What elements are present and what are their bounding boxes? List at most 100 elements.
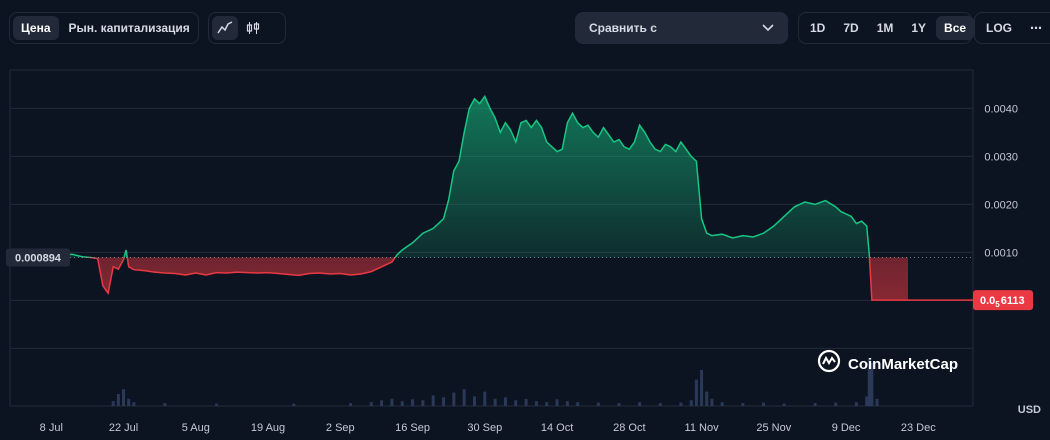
x-tick-label: 22 Jul [109, 422, 138, 434]
x-tick-label: 8 Jul [40, 422, 63, 434]
volume-bar [292, 403, 296, 406]
volume-bar [596, 402, 600, 406]
volume-bar [503, 397, 507, 406]
volume-bar [214, 403, 218, 406]
currency-label: USD [1018, 404, 1041, 416]
volume-bar [741, 403, 745, 406]
brand-name: CoinMarketCap [848, 356, 958, 373]
volume-bar [875, 398, 879, 406]
log-scale-button[interactable]: LOG [986, 21, 1012, 35]
range-toggle: 1D 7D 1M 1Y Все [798, 12, 975, 44]
y-tick-label: 0.0040 [984, 103, 1018, 115]
line-chart-icon[interactable] [212, 16, 238, 40]
chevron-down-icon [762, 24, 774, 32]
price-area-down [90, 257, 908, 301]
volume-bar [576, 402, 580, 406]
volume-bar [694, 379, 698, 406]
volume-bar [400, 401, 404, 406]
more-icon[interactable]: ⋯ [1030, 21, 1043, 35]
range-1d[interactable]: 1D [810, 21, 826, 35]
volume-bar [452, 392, 456, 406]
compare-label: Сравнить с [589, 21, 657, 35]
volume-bar [111, 401, 115, 406]
tab-price[interactable]: Цена [13, 16, 59, 40]
y-tick-label: 0.0010 [984, 247, 1018, 259]
volume-bar [116, 394, 120, 406]
x-tick-label: 19 Aug [251, 422, 285, 434]
x-tick-label: 28 Oct [613, 422, 645, 434]
volume-bar [555, 399, 559, 406]
volume-bar [761, 402, 765, 406]
x-tick-label: 5 Aug [182, 422, 210, 434]
volume-bar [431, 395, 435, 406]
volume-bar [854, 402, 858, 406]
baseline-pill-bg [6, 248, 70, 267]
volume-bar [565, 401, 569, 406]
volume-bar [349, 403, 353, 406]
price-line-up [9, 94, 871, 258]
volume-bar [813, 403, 817, 406]
volume-bar [700, 370, 704, 406]
current-price-label: 0.056113 [980, 295, 1025, 309]
x-tick-label: 2 Sep [326, 422, 355, 434]
volume-bar [163, 403, 167, 406]
volume-bar [710, 398, 714, 406]
price-chart: 0.0010 0.0020 0.0030 0.0040 8 Jul 22 Jul 5 Aug… [6, 69, 1041, 434]
x-tick-label: 25 Nov [756, 422, 791, 434]
scale-toggle: LOG ⋯ [974, 12, 1050, 44]
x-tick-label: 16 Sep [395, 422, 430, 434]
volume-bar [127, 398, 131, 406]
current-price-pill: 0.056113 [973, 290, 1033, 311]
volume-bar [390, 398, 394, 406]
x-tick-label: 30 Sep [467, 422, 502, 434]
volume-bar [689, 400, 693, 406]
range-1m[interactable]: 1M [876, 21, 894, 35]
price-marketcap-toggle: Цена Рын. капитализация [9, 12, 199, 44]
volume-bar [369, 402, 373, 406]
volume-bar [638, 402, 642, 406]
volume-bar [782, 403, 786, 406]
x-tick-label: 14 Oct [541, 422, 573, 434]
volume-bar [865, 396, 869, 406]
volume-bar [514, 400, 518, 406]
volume-bar [380, 400, 384, 406]
volume-bar [483, 391, 487, 406]
volume-bar [411, 399, 415, 406]
price-line-down [10, 257, 908, 301]
chart-toolbar: Цена Рын. капитализация Сравнить с 1D 7D… [0, 0, 1050, 56]
volume-bar [867, 358, 871, 406]
range-7d[interactable]: 7D [843, 21, 859, 35]
tab-market-cap[interactable]: Рын. капитализация [68, 21, 190, 35]
y-tick-label: 0.0030 [984, 151, 1018, 163]
volume-bar [545, 402, 549, 406]
volume-bar [122, 389, 126, 406]
volume-bar [617, 403, 621, 406]
volume-bar [132, 402, 136, 406]
volume-bar [493, 398, 497, 406]
coinmarketcap-watermark: CoinMarketCap [817, 349, 958, 373]
baseline-value-pill: 0.000894 [6, 248, 70, 267]
range-all[interactable]: Все [936, 16, 975, 40]
x-tick-label: 11 Nov [685, 422, 720, 434]
volume-bar [834, 402, 838, 406]
volume-bar [658, 403, 662, 406]
price-area-up [10, 96, 908, 258]
y-tick-label: 0.0020 [984, 199, 1018, 211]
volume-bar [720, 402, 724, 406]
volume-bar [421, 400, 425, 406]
chart-type-toggle [208, 12, 286, 44]
compare-select[interactable]: Сравнить с [575, 12, 788, 44]
volume-bar [462, 389, 466, 406]
baseline-value-label: 0.000894 [15, 252, 62, 264]
volume-bar [870, 362, 874, 406]
candlestick-icon[interactable] [240, 16, 266, 40]
current-pill-bg [973, 290, 1033, 311]
range-1y[interactable]: 1Y [911, 21, 927, 35]
x-tick-label: 23 Dec [901, 422, 936, 434]
volume-bar [524, 398, 528, 406]
volume-bar [534, 401, 538, 406]
volume-bar [679, 402, 683, 406]
volume-bar [472, 396, 476, 406]
coinmarketcap-logo-icon [817, 349, 841, 373]
x-tick-label: 9 Dec [832, 422, 861, 434]
